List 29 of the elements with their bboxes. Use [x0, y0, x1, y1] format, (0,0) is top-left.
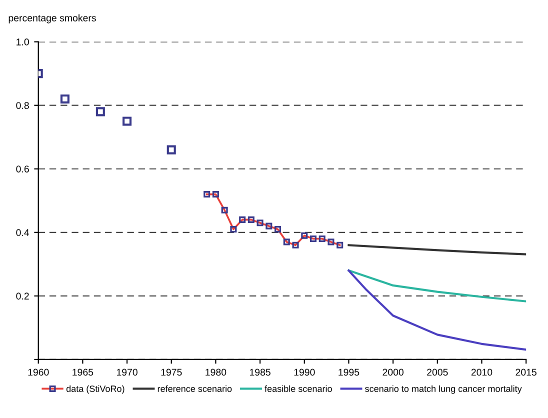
y-axis-title: percentage smokers	[8, 14, 96, 24]
line-series	[348, 269, 526, 351]
point	[166, 145, 176, 154]
x-tick-label: 1965	[72, 368, 94, 376]
point	[122, 116, 132, 126]
line-series	[348, 244, 526, 256]
legend-label: reference scenario	[158, 385, 232, 392]
x-tick-label: 1970	[116, 368, 138, 376]
x-tick-label: 2005	[427, 368, 448, 376]
point	[96, 107, 105, 116]
x-tick-label: 1985	[250, 368, 270, 376]
x-tick-label: 1990	[294, 368, 315, 376]
x-tick-label: 1975	[161, 368, 182, 376]
legend-label: data (StiVoRo)	[66, 385, 124, 394]
legend-label: scenario to match lung cancer mortality	[365, 385, 522, 394]
x-tick-label: 1960	[28, 368, 49, 376]
x-tick-label: 2000	[382, 368, 404, 376]
x-tick-label: 2015	[516, 368, 536, 376]
point	[60, 94, 70, 104]
y-tick-label: 0.8	[16, 102, 29, 109]
y-tick-label: 1.0	[16, 38, 29, 46]
x-tick-label: 1980	[206, 368, 226, 376]
y-tick-label: 0.4	[16, 229, 30, 236]
legend-label: feasible scenario	[264, 385, 332, 392]
x-tick-label: 2010	[471, 368, 492, 376]
x-tick-label: 1995	[338, 368, 360, 376]
y-tick-label: 0.6	[16, 166, 29, 172]
y-tick-label: 0.2	[16, 292, 29, 300]
line-series	[348, 269, 526, 302]
